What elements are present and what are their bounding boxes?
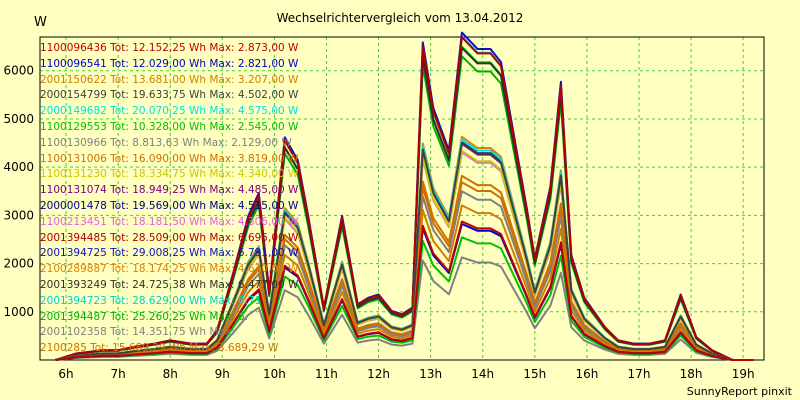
x-tick-label: 7h — [111, 367, 126, 381]
y-axis-unit-label: W — [34, 15, 47, 30]
legend-entry: 2001102358 Tot: 14.351,75 Wh Max: — [40, 326, 235, 339]
y-tick-label: 1000 — [3, 305, 34, 319]
legend-entry: 2000001478 Tot: 19.569,00 Wh Max: 4.515,… — [40, 199, 299, 212]
series-line — [55, 220, 754, 361]
series-line — [55, 174, 754, 361]
legend-entry: 1100213451 Tot: 18.181,50 Wh Max: 4.306,… — [40, 215, 299, 228]
chart-legend: 1100096436 Tot: 12.152,25 Wh Max: 2.873,… — [40, 41, 298, 357]
legend-entry: 2001394487 Tot: 25.260,25 Wh Max: 6. — [40, 310, 248, 323]
x-tick-label: 14h — [471, 367, 494, 381]
y-tick-label: 2000 — [3, 257, 34, 271]
plot-frame — [39, 36, 765, 361]
legend-entry: 2001394485 Tot: 28.509,00 Wh Max: 6.695,… — [40, 231, 299, 244]
legend-entry: 1100129553 Tot: 10.328,00 Wh Max: 2.545,… — [40, 120, 299, 133]
x-tick-label: 16h — [575, 367, 598, 381]
legend-entry: 2000154799 Tot: 19.633,75 Wh Max: 4.502,… — [40, 89, 299, 102]
plot-area — [40, 37, 764, 360]
x-tick-label: 6h — [58, 367, 73, 381]
x-tick-label: 10h — [263, 367, 286, 381]
series-line — [55, 36, 754, 361]
series-line — [55, 142, 754, 361]
y-tick-label: 3000 — [3, 208, 34, 222]
chart-footer-credit: SunnyReport pinxit — [686, 385, 792, 398]
x-tick-label: 11h — [315, 367, 338, 381]
legend-entry: 2001150622 Tot: 13.681,00 Wh Max: 3.207,… — [40, 73, 299, 86]
y-tick-label: 6000 — [3, 64, 34, 78]
x-tick-label: 12h — [367, 367, 390, 381]
y-tick-label: 4000 — [3, 160, 34, 174]
legend-entry: 1100096436 Tot: 12.152,25 Wh Max: 2.873,… — [40, 42, 299, 54]
x-tick-label: 8h — [163, 367, 178, 381]
chart-title: Wechselrichtervergleich vom 13.04.2012 — [276, 11, 524, 25]
x-tick-label: 9h — [215, 367, 230, 381]
legend-entry: 2001394725 Tot: 29.008,25 Wh Max: 6.791,… — [40, 247, 299, 260]
legend-entry: 1100131074 Tot: 18.949,25 Wh Max: 4.485,… — [40, 184, 299, 197]
legend-entry: 1100096541 Tot: 12.029,00 Wh Max: 2.821,… — [40, 57, 299, 70]
legend-entry: 1100130966 Tot: 8.813,63 Wh Max: 2.129,0… — [40, 136, 292, 149]
legend-entry: 1100131006 Tot: 16.090,00 Wh Max: 3.819,… — [40, 152, 299, 165]
legend-entry: 2000149682 Tot: 20.070,25 Wh Max: 4.575,… — [40, 105, 299, 118]
legend-entry: 2001394723 Tot: 28.629,00 Wh Max: 6.71 — [40, 294, 262, 307]
legend-entry: 1100131230 Tot: 18.334,75 Wh Max: 4.340,… — [40, 168, 299, 181]
y-tick-label: 5000 — [3, 112, 34, 126]
x-tick-label: 17h — [628, 367, 651, 381]
x-tick-label: 18h — [680, 367, 703, 381]
legend-entry: 2001393249 Tot: 24.725,38 Wh Max: 6.477,… — [40, 278, 299, 291]
x-tick-label: 15h — [523, 367, 546, 381]
legend-entry: 2100285 Tot: 15.689,29 Wh Max: 3.689,29 … — [40, 342, 279, 355]
legend-entry: 2100289887 Tot: 18.174,25 Wh Max: 4.630,… — [40, 263, 299, 276]
x-tick-label: 19h — [732, 367, 755, 381]
x-tick-label: 13h — [419, 367, 442, 381]
